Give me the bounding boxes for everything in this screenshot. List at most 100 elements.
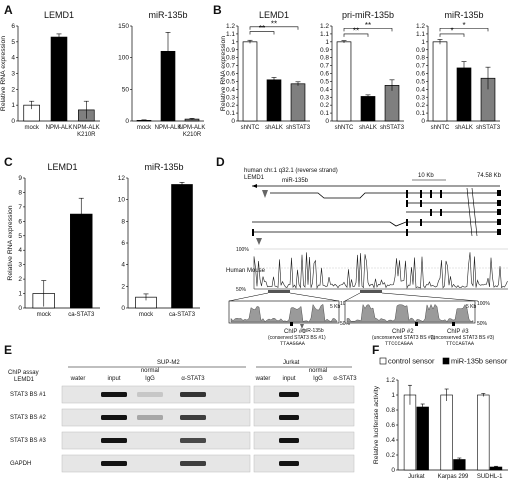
- x-tick-label: shSTAT3: [286, 125, 311, 131]
- panel-label-f: F: [372, 343, 379, 357]
- y-tick-label: 6: [18, 218, 22, 225]
- x-tick-label: shALK: [455, 125, 473, 131]
- gel-band: [137, 392, 163, 397]
- gel-row-label: STAT3 BS #2: [10, 415, 46, 421]
- y-tick-label: 1.1: [320, 31, 329, 38]
- y-tick-label: 0.9: [320, 47, 329, 54]
- y-tick-label: 4: [18, 247, 22, 254]
- gel-lane-igg-left: IgG: [145, 376, 155, 382]
- x-tick-label: NPM-ALK: [73, 125, 100, 131]
- x-tick-label: NPM-ALK: [155, 125, 182, 131]
- gel-lane-headers: water input normal IgG α-STAT3 water input norm…: [70, 368, 358, 382]
- y-tick-label: 3: [11, 71, 15, 78]
- x-tick-label: shSTAT3: [476, 125, 501, 131]
- y-tick-label: 0.7: [226, 63, 235, 70]
- significance-label: **: [365, 21, 371, 30]
- y-tick-label: 1: [11, 102, 15, 109]
- y-axis-label: Relative RNA expression: [7, 205, 14, 280]
- legend-swatch: [379, 357, 387, 365]
- y-tick-label: 6: [121, 240, 125, 247]
- bar: [171, 184, 193, 309]
- gel-strip-right: [253, 431, 355, 450]
- x-tick-label: shNTC: [431, 125, 450, 131]
- zoom1-pct-bottom: 50%: [340, 321, 351, 327]
- chip2-note: (unconserved STAT3 BS #2): [372, 335, 436, 341]
- y-tick-label: 3: [18, 262, 22, 269]
- zoom-mark-2: 5 Kb: [466, 304, 477, 310]
- bar: [456, 67, 472, 122]
- y-tick-label: 2: [121, 283, 125, 290]
- y-tick-label: 0: [391, 467, 395, 474]
- zoom-line-1a: [228, 292, 269, 302]
- y-tick-label: 5: [11, 39, 15, 46]
- legend: control sensor miR-135b sensor: [379, 357, 508, 366]
- y-tick-label: 1: [18, 291, 22, 298]
- gel-band: [279, 392, 299, 397]
- gel-lane-igg-right: IgG: [313, 376, 323, 382]
- gel-strip-right: [253, 385, 355, 404]
- y-tick-label: 1: [391, 392, 395, 399]
- y-tick-label: 150: [118, 23, 129, 30]
- chip3-title: ChIP #3: [447, 329, 469, 335]
- y-tick-label: 1: [421, 39, 425, 46]
- significance-bracket: [249, 31, 275, 35]
- bar: [416, 406, 429, 471]
- x-tick-label: ca-STAT3: [169, 312, 196, 318]
- gel-strip-right: [253, 408, 355, 427]
- x-tick-label: K210R: [183, 132, 202, 138]
- transcript-lines: [252, 187, 500, 237]
- zoom-line-2b: [381, 292, 479, 302]
- gel-band: [279, 461, 299, 466]
- chip3-mark: [452, 322, 455, 326]
- zoom-region-2: [360, 290, 382, 293]
- y-tick-label: 6: [11, 23, 15, 30]
- y-tick-label: 0.3: [320, 94, 329, 101]
- x-tick-label: shNTC: [335, 125, 354, 131]
- mir-marker: [262, 190, 268, 198]
- y-tick-label: 100: [118, 55, 129, 62]
- species-label: Human Mouse: [226, 268, 266, 274]
- legend-label: miR-135b sensor: [451, 357, 508, 366]
- y-tick-label: 0.3: [416, 94, 425, 101]
- gel-band: [101, 415, 127, 420]
- chart-title: miR-135b: [148, 10, 187, 20]
- zoom2-pct-top: 100%: [477, 301, 490, 307]
- scale-label: 10 Kb: [418, 173, 434, 179]
- panel-label-a: A: [4, 3, 13, 17]
- gel-row-header-2: LEMD1: [14, 377, 35, 383]
- x-tick-label: shALK: [265, 125, 283, 131]
- bar: [290, 83, 306, 122]
- gel-strip-left: [61, 454, 251, 473]
- chart-title: LEMD1: [259, 10, 289, 20]
- gel-band: [101, 438, 127, 443]
- chip2-title: ChIP #2: [392, 329, 414, 335]
- gel-lane-right: input: [282, 376, 295, 382]
- y-tick-label: 5: [18, 233, 22, 240]
- significance-label: *: [450, 26, 453, 35]
- gel-band: [101, 461, 127, 466]
- y-tick-label: 0.9: [226, 47, 235, 54]
- y-tick-label: 12: [118, 175, 126, 182]
- gel-band: [180, 415, 206, 420]
- significance-label: *: [462, 21, 465, 30]
- y-tick-label: 0.1: [320, 110, 329, 117]
- x-tick-label: mock: [37, 312, 52, 318]
- gel-lane-right: water: [255, 376, 271, 382]
- y-tick-label: 8: [18, 189, 22, 196]
- diagram-header-2: LEMD1: [244, 175, 265, 181]
- chip2-seq: TTCCCAGAA: [385, 341, 414, 347]
- gel-lane-right: α-STAT3: [333, 376, 357, 382]
- chart-c1: LEMD1 Relative RNA expression 0 1 2 3 4 5 6 7 8 9 mo…: [7, 162, 100, 318]
- y-tick-label: 0.6: [416, 71, 425, 78]
- y-tick-label: 1.2: [386, 377, 395, 384]
- gel-lane-left: α-STAT3: [181, 376, 205, 382]
- y-axis-label: Relative luciferase activity: [373, 385, 380, 464]
- gel-lane-normal-right: normal: [309, 368, 327, 374]
- y-tick-label: 1.2: [416, 23, 425, 30]
- bar: [432, 41, 448, 122]
- strand-arrow: [252, 184, 257, 188]
- chip1-note: (conserved STAT3 BS #1): [268, 335, 326, 341]
- y-tick-label: 10: [118, 197, 126, 204]
- y-tick-label: 0.7: [320, 63, 329, 70]
